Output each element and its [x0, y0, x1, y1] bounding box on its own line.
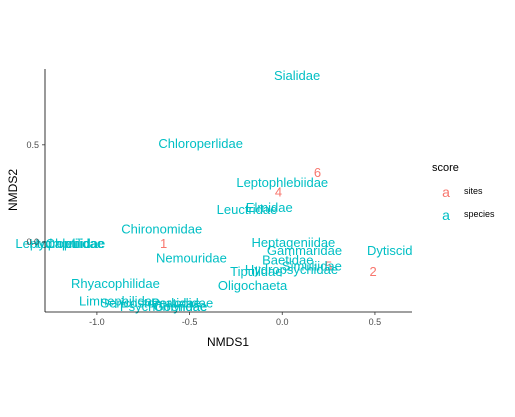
site-label: 1 [160, 236, 167, 251]
legend: score a sites a species [432, 162, 495, 223]
site-label: 2 [369, 264, 376, 279]
species-label: Hydroptilidae [29, 236, 105, 251]
x-tick-label: -1.0 [89, 317, 105, 327]
species-label: Sericostomatidae [100, 295, 200, 310]
legend-key: a [442, 207, 450, 223]
species-label: Nemouridae [156, 251, 227, 266]
legend-entries: a sites a species [442, 184, 495, 223]
legend-label: sites [464, 186, 483, 196]
species-label: Leptophlebidae [15, 236, 104, 251]
species-label: Oligochaeta [218, 278, 288, 293]
x-tick-label: -0.5 [182, 317, 198, 327]
species-label: Capniidae [45, 236, 104, 251]
species-label: Dytiscid [367, 243, 413, 258]
y-tick-label: 0.0 [26, 237, 39, 247]
species-label: Perlodidae [151, 295, 213, 310]
y-axis-title: NMDS2 [6, 169, 20, 211]
x-tick-label: 0.5 [369, 317, 382, 327]
species-label: Limnephilidae [79, 293, 159, 308]
species-label: Sialidae [274, 68, 320, 83]
species-label: Chloroperlidae [158, 136, 243, 151]
species-label: Tipulidae [230, 264, 282, 279]
species-label: Hydropsychidae [245, 262, 338, 277]
species-label: Leuctridae [217, 202, 278, 217]
species-label: Elmidae [246, 200, 293, 215]
species-label: Gammaridae [267, 243, 342, 258]
plot-marks: 1 2 4 5 6 Sialidae Chloroperlidae Leptophlebiid… [15, 68, 412, 314]
site-label: 6 [314, 165, 321, 180]
species-label: Leptophlebiidae [236, 175, 328, 190]
species-label: Psychomyiidae [120, 299, 207, 314]
x-axis-ticks: -1.0 -0.5 0.0 0.5 [89, 312, 381, 327]
species-label: Chironomidae [121, 221, 202, 236]
legend-label: species [464, 209, 495, 219]
y-axis-ticks: 0.0 0.5 [26, 140, 45, 247]
x-tick-label: 0.0 [276, 317, 289, 327]
species-label: Simuliidae [282, 258, 342, 273]
species-label: Goeridae [154, 299, 207, 314]
site-label: 5 [325, 258, 332, 273]
legend-key: a [442, 184, 450, 200]
legend-title: score [432, 162, 459, 174]
y-tick-label: 0.5 [26, 140, 39, 150]
species-label: Heptageniidae [251, 235, 335, 250]
x-axis-title: NMDS1 [207, 335, 249, 349]
species-label: Baetidae [262, 253, 313, 268]
species-label: Rhyacophilidae [71, 276, 160, 291]
site-label: 4 [275, 184, 282, 199]
